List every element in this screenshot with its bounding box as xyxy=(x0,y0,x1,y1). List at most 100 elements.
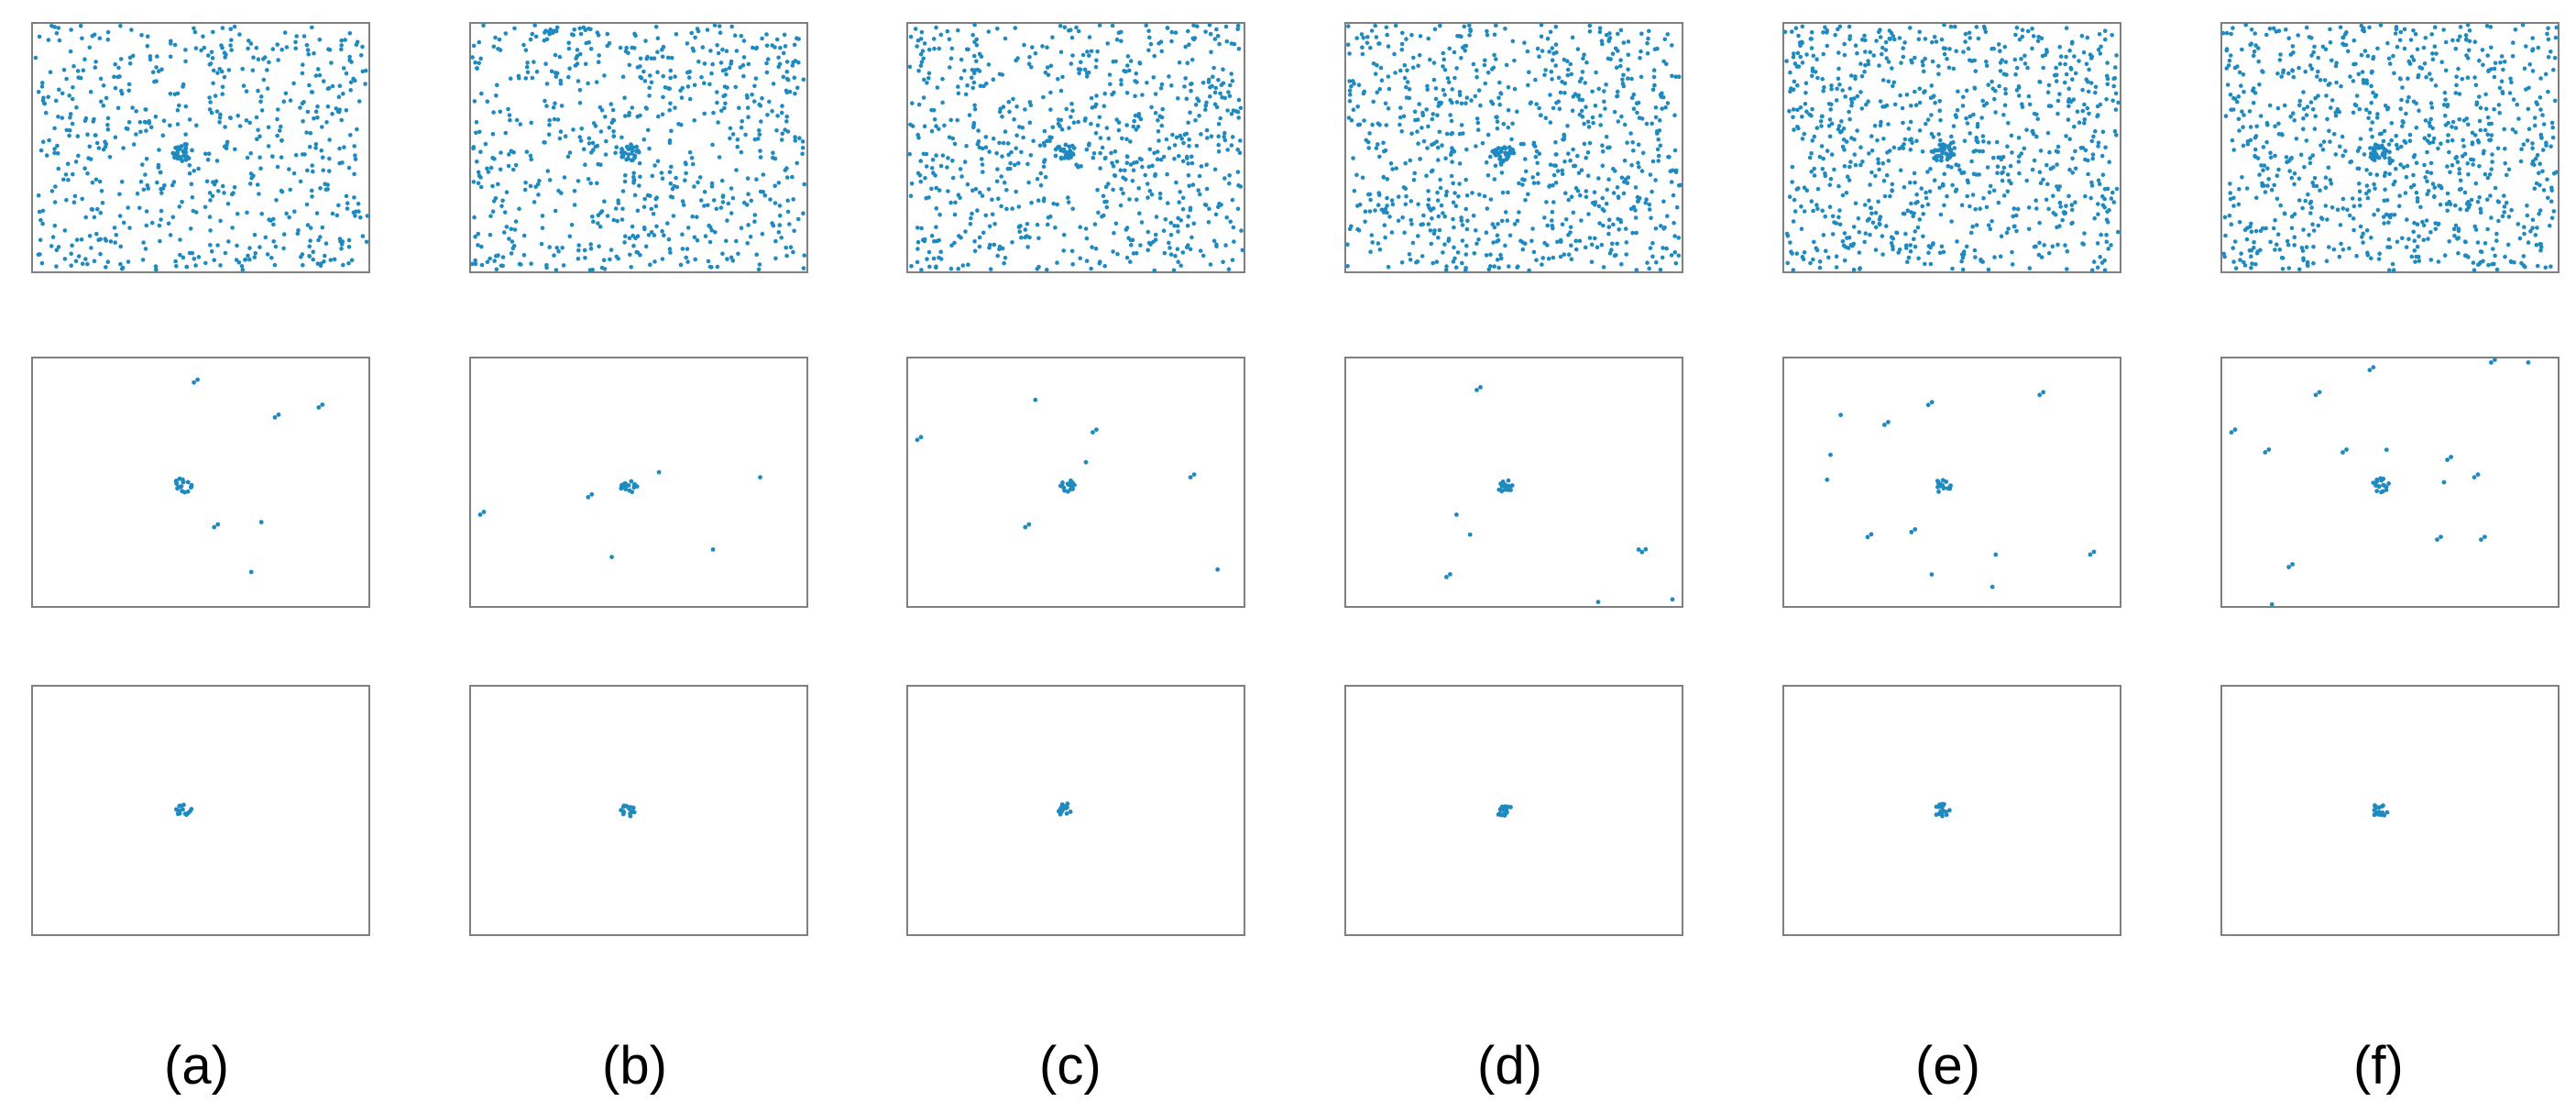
data-point xyxy=(1127,68,1132,73)
data-point xyxy=(1069,115,1073,119)
data-point xyxy=(1383,148,1388,153)
data-point xyxy=(1045,222,1050,227)
data-point xyxy=(1125,54,1131,59)
data-point xyxy=(1836,66,1841,72)
data-point xyxy=(723,101,728,106)
data-point xyxy=(1926,250,1931,256)
data-point xyxy=(765,113,770,117)
data-point xyxy=(2022,61,2028,66)
data-point xyxy=(2552,98,2558,104)
data-point xyxy=(1977,149,1982,154)
data-point xyxy=(330,83,335,89)
data-point xyxy=(2362,49,2368,53)
data-point xyxy=(598,210,603,215)
data-point xyxy=(1945,193,1949,199)
data-point xyxy=(1814,57,1819,61)
data-point xyxy=(2520,22,2526,28)
data-point xyxy=(258,166,263,171)
data-point xyxy=(543,98,547,104)
data-point xyxy=(2481,62,2485,68)
data-point xyxy=(1855,50,1859,56)
data-point xyxy=(214,159,220,163)
data-point xyxy=(1041,164,1047,170)
data-point xyxy=(1823,214,1827,219)
data-point xyxy=(1224,39,1230,44)
data-point xyxy=(1992,255,1997,259)
data-point xyxy=(547,123,552,127)
data-point xyxy=(2348,74,2352,79)
data-point xyxy=(2490,160,2494,164)
data-point xyxy=(1543,116,1549,120)
data-point xyxy=(1128,59,1134,63)
data-point xyxy=(78,23,83,28)
data-point xyxy=(1562,159,1567,164)
data-point xyxy=(720,251,725,257)
data-point xyxy=(614,145,619,149)
data-point xyxy=(192,26,196,31)
data-point xyxy=(2323,47,2329,52)
data-point xyxy=(2528,229,2533,234)
data-point xyxy=(1070,152,1076,157)
data-point xyxy=(308,226,313,230)
data-point xyxy=(1558,254,1563,259)
data-point xyxy=(2335,106,2340,112)
data-point xyxy=(118,261,123,267)
data-point xyxy=(773,256,778,261)
data-point xyxy=(932,46,937,51)
data-point xyxy=(2519,147,2524,151)
data-point xyxy=(627,806,631,811)
data-point xyxy=(503,130,509,136)
data-point xyxy=(1411,178,1417,182)
data-point xyxy=(99,189,104,193)
data-point xyxy=(702,61,707,66)
data-point xyxy=(602,73,607,78)
data-point xyxy=(1436,236,1441,240)
data-point xyxy=(775,114,780,118)
data-point xyxy=(1048,63,1054,69)
data-point xyxy=(2375,207,2381,213)
data-point xyxy=(554,28,559,33)
data-point xyxy=(2445,138,2450,144)
data-point xyxy=(1140,93,1145,97)
data-point xyxy=(2450,138,2455,143)
data-point xyxy=(773,238,778,244)
data-point xyxy=(2329,58,2334,63)
data-point xyxy=(2082,117,2088,122)
data-point xyxy=(933,173,937,178)
data-point xyxy=(2335,207,2340,212)
data-point xyxy=(2382,221,2386,226)
data-point xyxy=(43,110,49,116)
data-point xyxy=(130,105,135,110)
data-point xyxy=(2273,217,2277,223)
data-point xyxy=(2037,240,2042,246)
data-point xyxy=(784,76,790,82)
data-point xyxy=(1369,28,1375,33)
data-point xyxy=(1356,83,1362,87)
data-point xyxy=(2418,204,2423,210)
data-point xyxy=(1400,30,1405,36)
data-point xyxy=(2244,186,2250,191)
data-point xyxy=(490,183,495,189)
data-point xyxy=(1444,189,1449,194)
data-point xyxy=(999,204,1003,209)
data-point xyxy=(218,112,223,117)
data-point xyxy=(1884,56,1890,61)
data-point xyxy=(72,193,78,199)
data-point xyxy=(1890,66,1894,71)
data-point xyxy=(1463,101,1468,105)
data-point xyxy=(2461,144,2466,149)
data-point xyxy=(313,146,318,150)
data-point xyxy=(2499,79,2505,83)
data-point xyxy=(1042,160,1047,164)
data-point xyxy=(2054,65,2058,71)
data-point xyxy=(2316,223,2321,228)
data-point xyxy=(1027,120,1033,126)
data-point xyxy=(154,65,159,70)
data-point xyxy=(776,55,781,61)
data-point xyxy=(1673,260,1679,266)
data-point xyxy=(1498,481,1503,486)
data-point xyxy=(2472,268,2477,273)
data-point xyxy=(2030,167,2035,172)
data-point xyxy=(1825,149,1830,153)
data-point xyxy=(250,68,256,72)
